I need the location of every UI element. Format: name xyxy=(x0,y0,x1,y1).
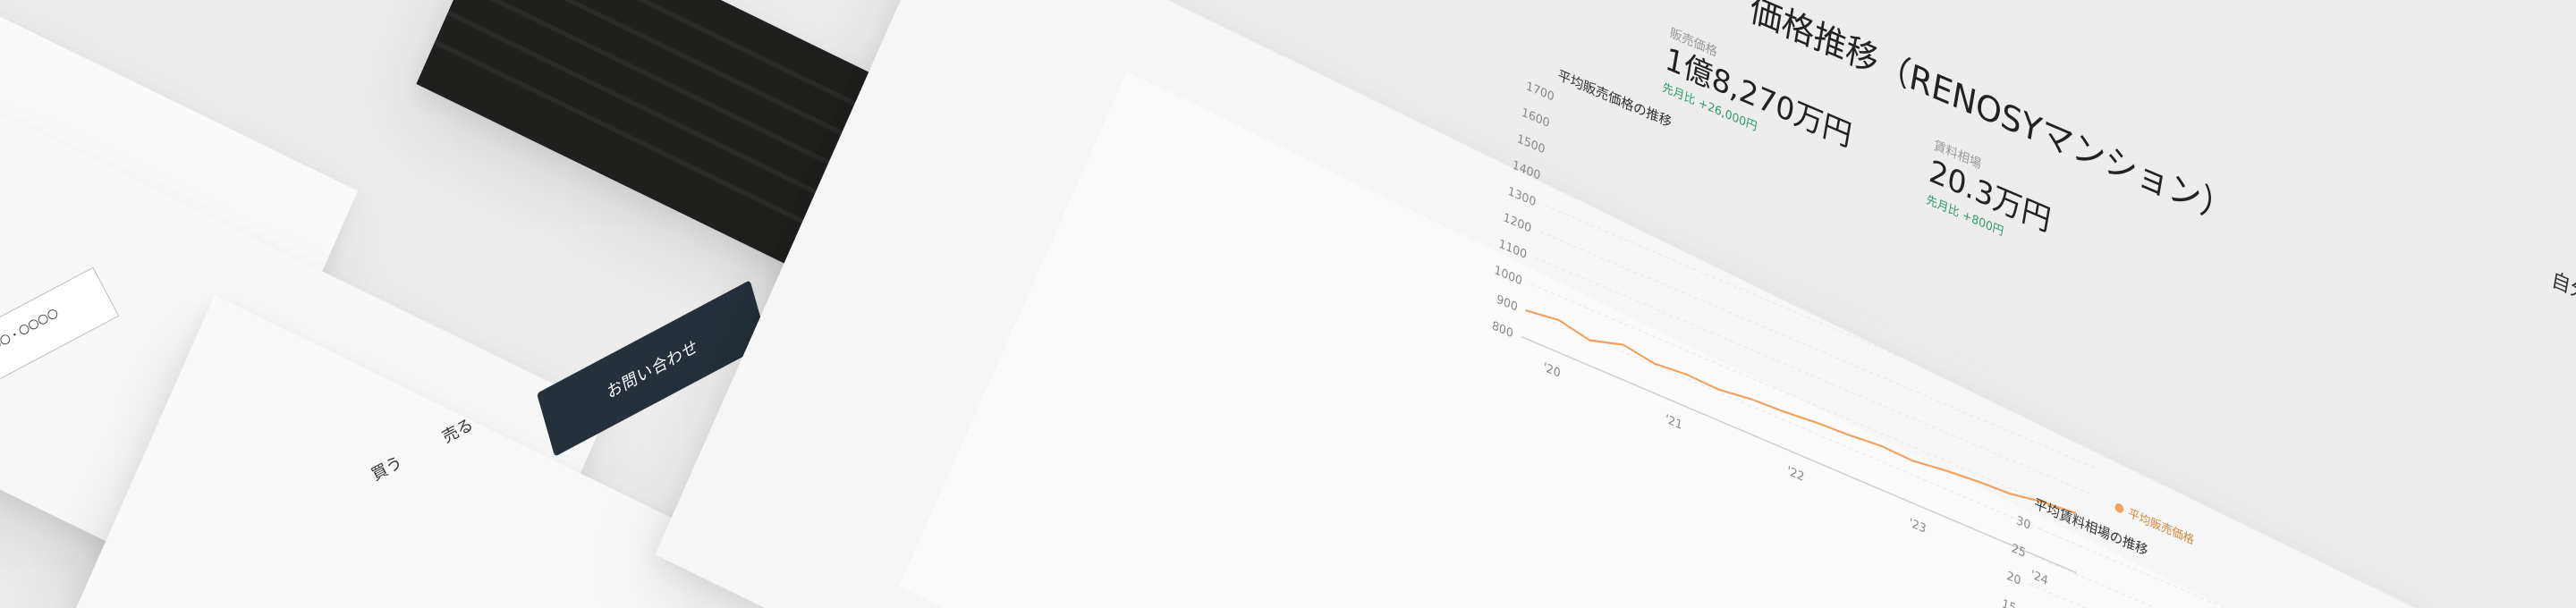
price-x-tick: '23 xyxy=(1908,516,1927,536)
right-cut-label: 自分 xyxy=(2550,268,2576,307)
price-gridline xyxy=(1553,152,2109,390)
price-gridline xyxy=(1535,257,2090,494)
rent-chart-label: 平均賃料相場の推移 xyxy=(2033,495,2149,559)
rent-y-tick: 15 xyxy=(2001,597,2017,608)
price-gridline xyxy=(1544,205,2100,443)
price-x-tick: '22 xyxy=(1786,464,1805,485)
price-y-tick: 1600 xyxy=(1521,106,1551,131)
price-series-line xyxy=(1525,309,2077,514)
price-gridline xyxy=(1526,309,2081,547)
rent-line-chart: 302520151050 xyxy=(2001,514,2494,608)
price-y-tick: 1700 xyxy=(1525,80,1555,105)
price-x-tick: '21 xyxy=(1664,412,1682,433)
price-x-tick: '20 xyxy=(1542,360,1561,381)
price-gridline xyxy=(1530,283,2086,521)
price-gridline xyxy=(1557,125,2114,363)
legend-swatch xyxy=(2114,503,2124,513)
rent-gridline xyxy=(2034,555,2488,608)
rent-gridline xyxy=(2038,528,2494,608)
price-y-tick: 1000 xyxy=(1493,264,1523,289)
price-y-tick: 1500 xyxy=(1516,132,1546,157)
price-y-tick: 1200 xyxy=(1503,211,1533,236)
price-gridline xyxy=(1562,99,2118,337)
price-chart-label: 平均販売価格の推移 xyxy=(1556,67,1673,131)
price-x-axis xyxy=(1521,335,2077,574)
price-y-tick: 800 xyxy=(1491,319,1514,341)
rent-y-tick: 20 xyxy=(2005,570,2021,588)
rent-y-tick: 25 xyxy=(2011,542,2027,561)
rent-gridline xyxy=(2029,583,2484,608)
price-gridline xyxy=(1539,231,2095,469)
price-y-tick: 900 xyxy=(1496,292,1519,314)
rent-y-tick: 30 xyxy=(2015,514,2031,533)
price-y-tick: 1300 xyxy=(1507,185,1538,210)
price-y-tick: 1400 xyxy=(1512,158,1542,183)
price-y-tick: 1100 xyxy=(1497,237,1528,262)
price-gridline xyxy=(1548,178,2105,416)
